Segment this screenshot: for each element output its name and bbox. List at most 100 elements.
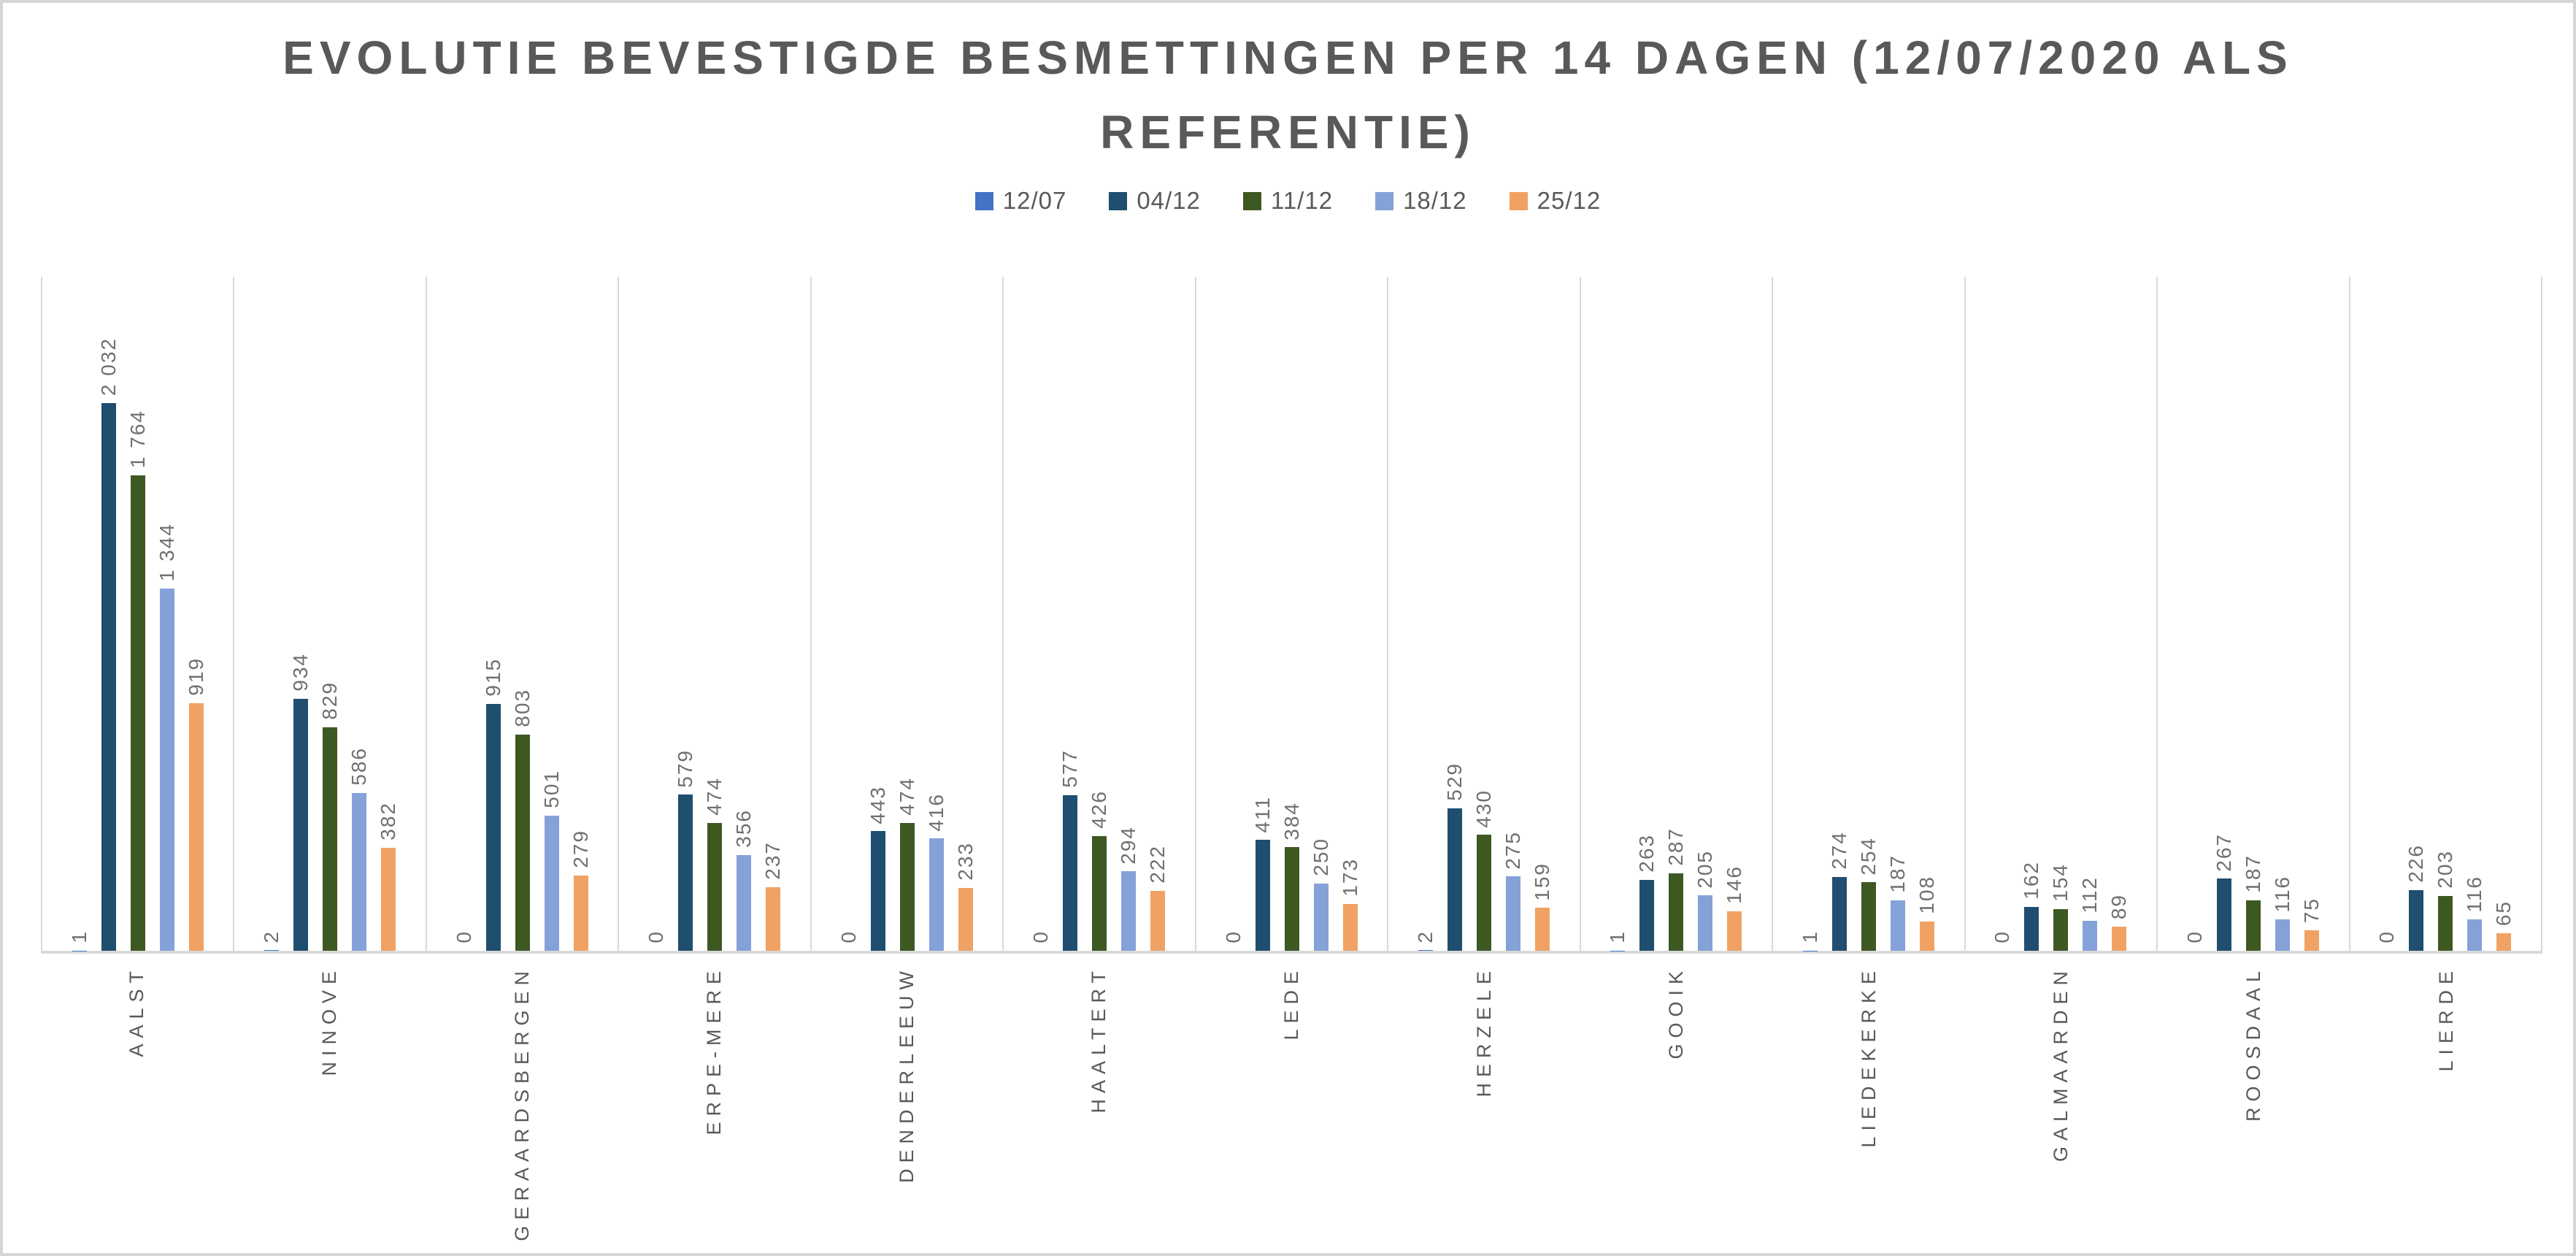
bar-value-label: 1: [67, 930, 91, 943]
bar-25-12: [1150, 891, 1166, 951]
bar-18-12: [928, 838, 944, 951]
bar-slot: 0: [642, 277, 671, 951]
legend-swatch-icon: [974, 191, 993, 210]
bar-11-12: [1092, 835, 1107, 951]
category-cell-geraardsbergen: 0 915 803 501 279: [425, 277, 618, 951]
bar-value-label: 1: [1606, 930, 1629, 943]
bar-group: 0 226 203 116 65: [2372, 277, 2518, 951]
bar-25-12: [2304, 930, 2319, 951]
bar-value-label: 0: [1991, 930, 2014, 943]
bar-value-label: 275: [1502, 830, 1525, 870]
bar-slot: 803: [508, 277, 537, 951]
bar-slot: 382: [374, 277, 403, 951]
bar-04-12: [1063, 794, 1078, 951]
bar-group: 2 529 430 275 159: [1411, 277, 1557, 951]
bar-slot: 0: [834, 277, 864, 951]
bar-value-label: 187: [1885, 854, 1909, 893]
bar-18-12: [737, 854, 752, 951]
legend-label: 25/12: [1537, 187, 1602, 214]
bar-slot: 263: [1632, 277, 1661, 951]
legend-swatch-icon: [1109, 191, 1128, 210]
bar-value-label: 146: [1723, 865, 1746, 905]
bar-value-label: 1 344: [155, 522, 178, 581]
bar-slot: 116: [2268, 277, 2297, 951]
x-axis-label-geraardsbergen: GERAARDSBERGEN: [510, 965, 533, 1241]
category-cell-lierde: 0 226 203 116 65: [2348, 277, 2541, 951]
bar-group: 0 579 474 356 237: [642, 277, 788, 951]
bar-slot: 237: [758, 277, 788, 951]
bar-slot: 0: [2372, 277, 2402, 951]
bar-value-label: 116: [2463, 875, 2486, 913]
bar-11-12: [1284, 847, 1299, 951]
bar-25-12: [2496, 933, 2512, 951]
bar-value-label: 254: [1856, 836, 1880, 876]
x-axis-label-denderleeuw: DENDERLEEUW: [895, 965, 918, 1184]
bar-slot: 275: [1499, 277, 1528, 951]
bar-value-label: 294: [1117, 825, 1140, 865]
bar-slot: 586: [345, 277, 374, 951]
bar-25-12: [958, 887, 973, 951]
bar-group: 0 915 803 501 279: [450, 277, 596, 951]
bar-value-label: 474: [895, 777, 918, 816]
x-axis-label-galmaarden: GALMAARDEN: [2050, 965, 2072, 1163]
bar-slot: 287: [1661, 277, 1691, 951]
bar-18-12: [2275, 919, 2290, 951]
bar-slot: 0: [1988, 277, 2017, 951]
bar-value-label: 934: [289, 653, 312, 692]
bar-value-label: 416: [924, 792, 947, 832]
category-cell-aalst: 1 2 032 1 764 1 344 919: [41, 277, 233, 951]
x-axis-labels: AALST NINOVE GERAARDSBERGEN ERPE-MERE DENDER…: [41, 965, 2542, 1252]
bar-slot: 529: [1440, 277, 1469, 951]
bar-value-label: 384: [1280, 801, 1303, 840]
bar-slot: 356: [729, 277, 758, 951]
bar-18-12: [2467, 919, 2483, 951]
bar-04-12: [485, 704, 501, 951]
bar-18-12: [159, 588, 174, 951]
category-cell-denderleeuw: 0 443 474 416 233: [810, 277, 1002, 951]
bar-value-label: 1 764: [126, 409, 149, 468]
bar-slot: 294: [1114, 277, 1143, 951]
bar-18-12: [1121, 871, 1137, 951]
bar-value-label: 237: [761, 840, 785, 880]
x-axis-cell: LEDE: [1196, 965, 1388, 1252]
bar-18-12: [1506, 876, 1521, 951]
category-cell-ninove: 2 934 829 586 382: [233, 277, 425, 951]
x-axis-cell: LIERDE: [2350, 965, 2542, 1252]
bar-value-label: 803: [510, 688, 534, 727]
bar-slot: 0: [2180, 277, 2210, 951]
x-axis-cell: GERAARDSBERGEN: [426, 965, 618, 1252]
bar-slot: 187: [2239, 277, 2268, 951]
bar-slot: 416: [922, 277, 951, 951]
bar-18-12: [1698, 895, 1713, 951]
bar-slot: 279: [566, 277, 596, 951]
bar-value-label: 430: [1472, 789, 1496, 828]
bar-slot: 474: [893, 277, 922, 951]
bar-slot: 2: [257, 277, 286, 951]
bar-slot: 159: [1528, 277, 1557, 951]
bar-slot: 411: [1248, 277, 1277, 951]
bar-slot: 65: [2489, 277, 2518, 951]
bar-slot: 384: [1277, 277, 1307, 951]
x-axis-label-haaltert: HAALTERT: [1088, 965, 1110, 1114]
bar-04-12: [678, 794, 693, 951]
bar-25-12: [766, 887, 781, 951]
bar-value-label: 356: [732, 808, 756, 848]
bar-11-12: [515, 734, 530, 951]
bar-slot: 75: [2297, 277, 2326, 951]
bar-group: 0 577 426 294 222: [1026, 277, 1172, 951]
x-axis-cell: AALST: [41, 965, 234, 1252]
legend-swatch-icon: [1375, 191, 1394, 210]
bar-slot: 579: [671, 277, 700, 951]
bar-slot: 430: [1469, 277, 1499, 951]
bar-value-label: 274: [1827, 831, 1850, 870]
bar-11-12: [2053, 909, 2069, 951]
plot-area: 1 2 032 1 764 1 344 919 2 934 829 586 382 0 915 803 5…: [41, 277, 2542, 954]
bar-value-label: 162: [2020, 861, 2043, 900]
bar-11-12: [1669, 873, 1684, 951]
bar-value-label: 205: [1693, 849, 1717, 889]
bar-18-12: [544, 816, 559, 951]
legend-swatch-icon: [1242, 191, 1261, 210]
legend-label: 11/12: [1270, 187, 1334, 214]
bar-11-12: [2438, 896, 2453, 951]
